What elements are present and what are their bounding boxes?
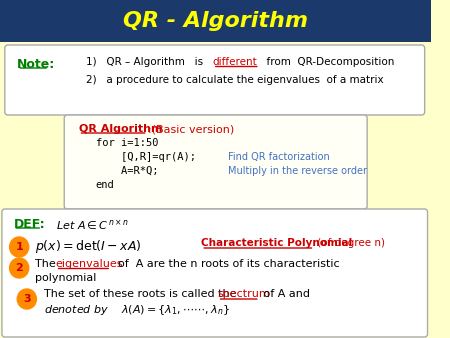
Text: Note:: Note: (17, 58, 55, 71)
Text: 2)   a procedure to calculate the eigenvalues  of a matrix: 2) a procedure to calculate the eigenval… (86, 75, 384, 85)
Text: of  A are the n roots of its characteristic: of A are the n roots of its characterist… (111, 259, 340, 269)
Text: A=R*Q;: A=R*Q; (96, 166, 158, 176)
Text: The set of these roots is called the: The set of these roots is called the (44, 289, 240, 299)
Text: $\mathit{Let}\ A \in C^{\,n \times n}$: $\mathit{Let}\ A \in C^{\,n \times n}$ (56, 218, 129, 232)
Text: spectrum: spectrum (218, 289, 270, 299)
Text: for i=1:50: for i=1:50 (96, 138, 158, 148)
Text: 1: 1 (15, 242, 23, 252)
Text: Multiply in the reverse order: Multiply in the reverse order (228, 166, 367, 176)
Text: :(Basic version): :(Basic version) (148, 124, 234, 134)
Text: 2: 2 (15, 263, 23, 273)
Text: eigenvalues: eigenvalues (56, 259, 123, 269)
Text: different: different (213, 57, 257, 67)
Text: of A and: of A and (260, 289, 310, 299)
Text: Characteristic Polynomial: Characteristic Polynomial (201, 238, 352, 248)
Text: DEF:: DEF: (14, 218, 45, 231)
Text: [Q,R]=qr(A);: [Q,R]=qr(A); (96, 152, 196, 162)
Text: denoted by    $\lambda(A) = \{\lambda_1, \cdots\cdots, \lambda_n\}$: denoted by $\lambda(A) = \{\lambda_1, \c… (44, 303, 230, 317)
Text: 1)   QR – Algorithm   is: 1) QR – Algorithm is (86, 57, 213, 67)
Text: The: The (35, 259, 59, 269)
Text: QR Algorithm: QR Algorithm (79, 124, 162, 134)
Text: $p(x) = \det(I - xA)$: $p(x) = \det(I - xA)$ (35, 238, 141, 255)
Text: 3: 3 (23, 294, 31, 304)
FancyBboxPatch shape (5, 45, 425, 115)
Circle shape (9, 258, 29, 278)
Text: (of degree n): (of degree n) (315, 238, 385, 248)
Text: polynomial: polynomial (35, 273, 96, 283)
Text: end: end (96, 180, 115, 190)
FancyBboxPatch shape (64, 115, 367, 209)
Text: Find QR factorization: Find QR factorization (228, 152, 330, 162)
Text: QR - Algorithm: QR - Algorithm (123, 11, 308, 31)
Circle shape (17, 289, 36, 309)
Text: from  QR-Decomposition: from QR-Decomposition (260, 57, 394, 67)
FancyBboxPatch shape (0, 0, 432, 42)
FancyBboxPatch shape (2, 209, 428, 337)
Circle shape (9, 237, 29, 257)
